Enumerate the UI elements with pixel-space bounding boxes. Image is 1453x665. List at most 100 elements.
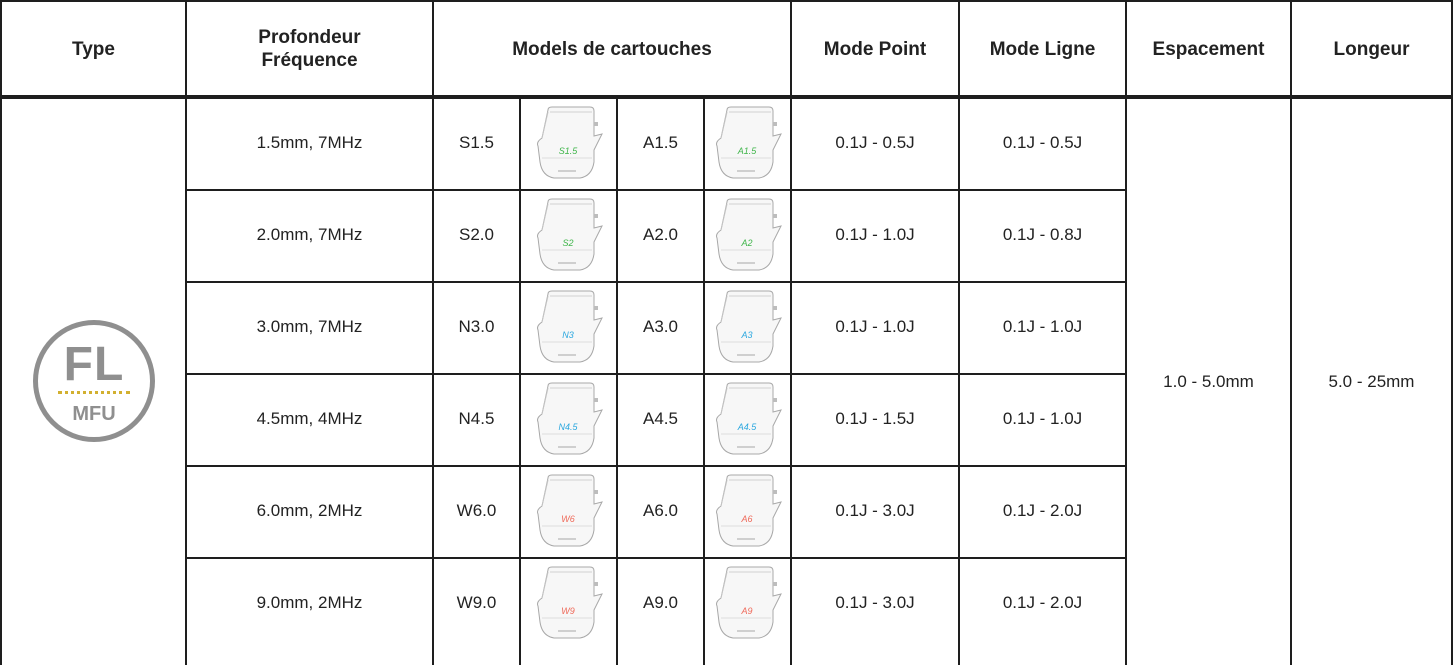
cartridge-b-image: A3 (715, 290, 782, 363)
column-divider (616, 98, 618, 665)
cartridge-b-cell: A9 (705, 558, 790, 648)
cartridge-a-cell: W9 (521, 558, 616, 648)
cartridge-b-image: A1.5 (715, 106, 782, 179)
cartridge-b-cell: A4.5 (705, 374, 790, 464)
cartridge-a-image-label: W6 (561, 514, 575, 524)
header-depth-frequency: Profondeur Fréquence (187, 3, 432, 95)
cartridge-b-image-label: A6 (740, 514, 752, 524)
cartridge-b-image-label: A9 (740, 606, 752, 616)
cartridge-b-image: A6 (715, 474, 782, 547)
cartridge-a-image: W6 (536, 474, 603, 547)
model-b-cell: A3.0 (643, 317, 678, 336)
header-mode-ligne: Mode Ligne (989, 38, 1096, 60)
model-b-cell: A4.5 (643, 409, 678, 428)
fl-mfu-type-badge: FL MFU (33, 320, 155, 442)
row-divider (185, 189, 1125, 191)
depth-frequency-cell: 1.5mm, 7MHz (256, 133, 363, 152)
depth-frequency-cell: 2.0mm, 7MHz (256, 225, 363, 244)
cartridge-b-cell: A3 (705, 282, 790, 372)
column-divider (0, 0, 2, 665)
badge-mfu-text: MFU (72, 403, 116, 425)
model-a-cell: W9.0 (456, 593, 497, 612)
depth-frequency-cell: 6.0mm, 2MHz (256, 501, 363, 520)
cartridge-b-image-label: A2 (740, 238, 752, 248)
cartridge-b-image-label: A1.5 (736, 146, 757, 156)
mode-ligne-cell: 0.1J - 1.0J (1002, 409, 1083, 428)
cartridge-a-image-label: N3 (562, 330, 574, 340)
model-a-cell: N4.5 (458, 409, 495, 428)
cartridge-a-cell: N3 (521, 282, 616, 372)
cartridge-a-image: S1.5 (536, 106, 603, 179)
mode-ligne-cell: 0.1J - 2.0J (1002, 593, 1083, 612)
cartridge-a-image: S2 (536, 198, 603, 271)
cartridge-b-image-label: A3 (740, 330, 752, 340)
header-longeur: Longeur (1333, 38, 1410, 60)
model-b-cell: A6.0 (643, 501, 678, 520)
cartridge-a-cell: N4.5 (521, 374, 616, 464)
column-divider (185, 0, 187, 665)
mode-point-cell: 0.1J - 3.0J (835, 501, 915, 520)
mode-ligne-cell: 0.1J - 2.0J (1002, 501, 1083, 520)
column-divider (1125, 0, 1127, 665)
column-divider (703, 98, 705, 665)
badge-dotted-divider (58, 391, 130, 394)
column-divider (958, 0, 960, 665)
model-b-cell: A9.0 (643, 593, 678, 612)
cartridge-a-image-label: S2 (562, 238, 573, 248)
mode-point-cell: 0.1J - 1.0J (835, 225, 915, 244)
cartridge-a-image: N3 (536, 290, 603, 363)
model-a-cell: S2.0 (459, 225, 494, 244)
cartridge-b-image: A2 (715, 198, 782, 271)
column-divider (1451, 0, 1453, 665)
espacement-value: 1.0 - 5.0mm (1163, 371, 1254, 391)
model-b-cell: A1.5 (643, 133, 678, 152)
model-b-cell: A2.0 (643, 225, 678, 244)
cartridge-a-image-label: N4.5 (558, 422, 578, 432)
mode-ligne-cell: 0.1J - 0.5J (1002, 133, 1083, 152)
header-type: Type (72, 38, 115, 60)
row-divider (185, 557, 1125, 559)
row-divider (185, 281, 1125, 283)
mode-point-cell: 0.1J - 0.5J (835, 133, 915, 152)
mode-point-cell: 0.1J - 1.5J (835, 409, 915, 428)
header-cartridge-models: Models de cartouches (512, 38, 712, 60)
mode-ligne-cell: 0.1J - 1.0J (1002, 317, 1083, 336)
model-a-cell: W6.0 (456, 501, 497, 520)
cartridge-a-cell: S2 (521, 190, 616, 280)
model-a-cell: S1.5 (459, 133, 494, 152)
column-divider (790, 0, 792, 665)
header-mode-point: Mode Point (823, 38, 927, 60)
mode-ligne-cell: 0.1J - 0.8J (1002, 225, 1083, 244)
cartridge-a-cell: W6 (521, 466, 616, 556)
cartridge-a-cell: S1.5 (521, 98, 616, 188)
cartridge-b-cell: A1.5 (705, 98, 790, 188)
cartridge-b-cell: A6 (705, 466, 790, 556)
column-divider (1290, 0, 1292, 665)
header-espacement: Espacement (1152, 38, 1265, 60)
cartridge-b-image-label: A4.5 (736, 422, 757, 432)
row-divider (185, 465, 1125, 467)
model-a-cell: N3.0 (458, 317, 495, 336)
header-divider (0, 95, 1453, 99)
header-frequency-label: Fréquence (261, 50, 358, 71)
row-divider (185, 373, 1125, 375)
mode-point-cell: 0.1J - 3.0J (835, 593, 915, 612)
depth-frequency-cell: 4.5mm, 4MHz (256, 409, 363, 428)
badge-fl-text: FL (63, 338, 125, 391)
cartridge-b-cell: A2 (705, 190, 790, 280)
header-depth-label: Profondeur (258, 27, 361, 48)
cartridge-b-image: A4.5 (715, 382, 782, 455)
cartridge-a-image: W9 (536, 566, 603, 639)
column-divider (519, 98, 521, 665)
depth-frequency-cell: 9.0mm, 2MHz (256, 593, 363, 612)
cartridge-a-image-label: S1.5 (558, 146, 578, 156)
cartridge-b-image: A9 (715, 566, 782, 639)
depth-frequency-cell: 3.0mm, 7MHz (256, 317, 363, 336)
cartridge-a-image-label: W9 (561, 606, 575, 616)
longeur-value: 5.0 - 25mm (1328, 371, 1415, 391)
cartridge-a-image: N4.5 (536, 382, 603, 455)
top-border (0, 0, 1453, 2)
column-divider (432, 0, 434, 665)
mode-point-cell: 0.1J - 1.0J (835, 317, 915, 336)
